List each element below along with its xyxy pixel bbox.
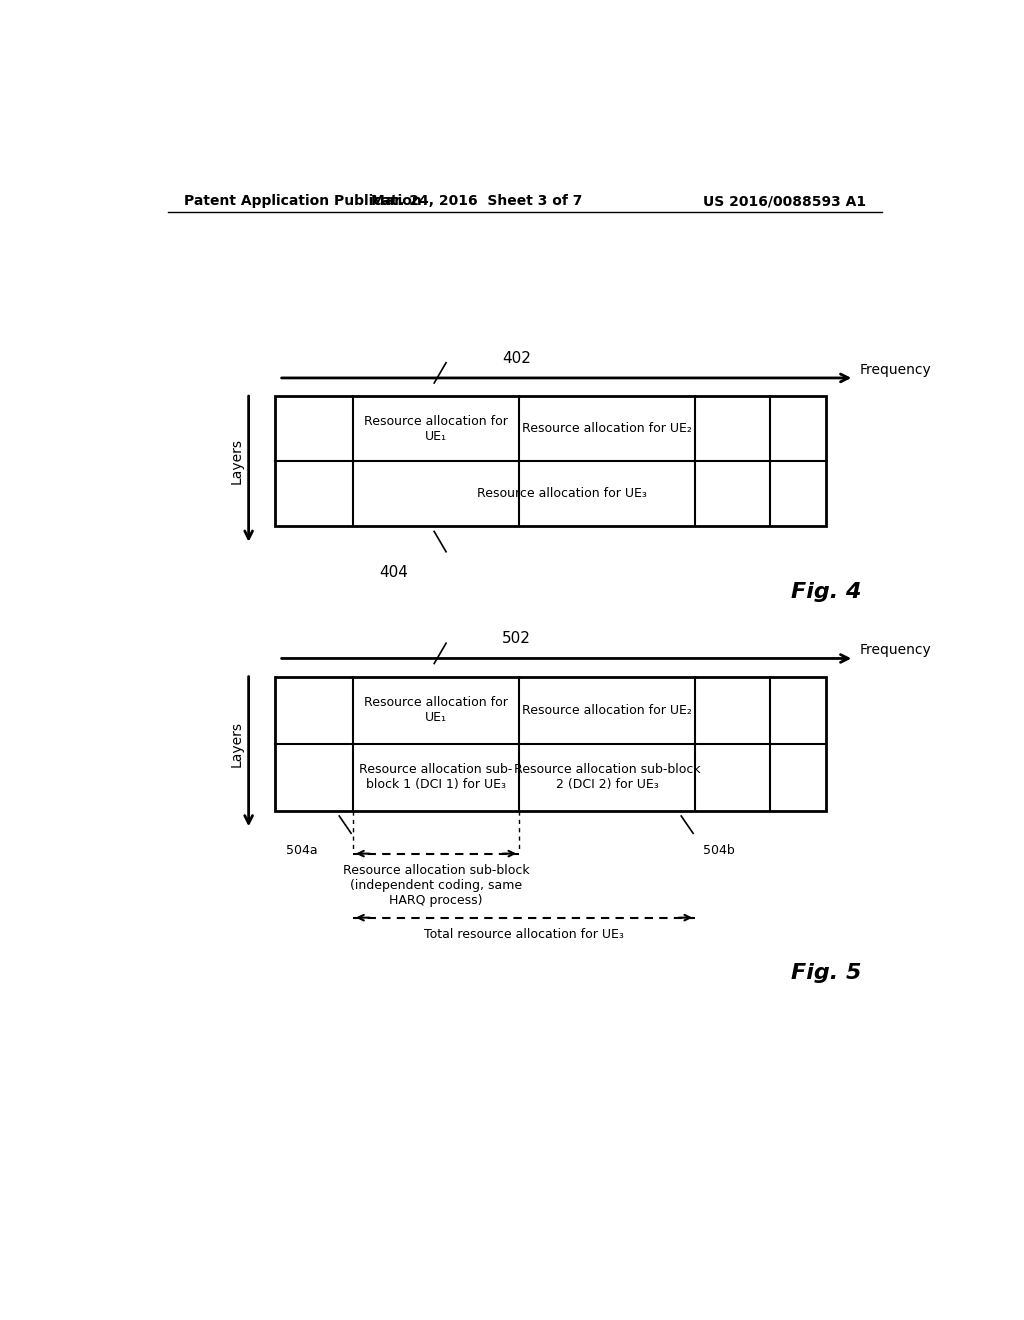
Text: 504b: 504b (703, 843, 735, 857)
Text: US 2016/0088593 A1: US 2016/0088593 A1 (702, 194, 866, 209)
Text: 502: 502 (503, 631, 531, 647)
Text: Resource allocation sub-block
2 (DCI 2) for UE₃: Resource allocation sub-block 2 (DCI 2) … (514, 763, 700, 792)
Text: 402: 402 (503, 351, 531, 366)
Text: Resource allocation for
UE₁: Resource allocation for UE₁ (365, 697, 508, 725)
Text: Frequency: Frequency (860, 363, 932, 376)
Text: Resource allocation sub-
block 1 (DCI 1) for UE₃: Resource allocation sub- block 1 (DCI 1)… (359, 763, 513, 792)
Text: Layers: Layers (229, 721, 244, 767)
Text: Layers: Layers (229, 438, 244, 484)
Text: 404: 404 (380, 565, 409, 579)
Text: Mar. 24, 2016  Sheet 3 of 7: Mar. 24, 2016 Sheet 3 of 7 (372, 194, 583, 209)
Text: Fig. 4: Fig. 4 (791, 582, 861, 602)
Text: Resource allocation for UE₃: Resource allocation for UE₃ (477, 487, 646, 500)
Bar (274, 396, 826, 527)
Text: Patent Application Publication: Patent Application Publication (183, 194, 421, 209)
Text: Resource allocation for UE₂: Resource allocation for UE₂ (522, 704, 692, 717)
Text: Fig. 5: Fig. 5 (791, 964, 861, 983)
Text: 504a: 504a (286, 843, 317, 857)
Bar (274, 677, 826, 810)
Text: Total resource allocation for UE₃: Total resource allocation for UE₃ (424, 928, 624, 941)
Text: Resource allocation for UE₂: Resource allocation for UE₂ (522, 422, 692, 436)
Text: Resource allocation sub-block
(independent coding, same
HARQ process): Resource allocation sub-block (independe… (343, 863, 529, 907)
Text: Frequency: Frequency (860, 643, 932, 657)
Text: Resource allocation for
UE₁: Resource allocation for UE₁ (365, 414, 508, 442)
